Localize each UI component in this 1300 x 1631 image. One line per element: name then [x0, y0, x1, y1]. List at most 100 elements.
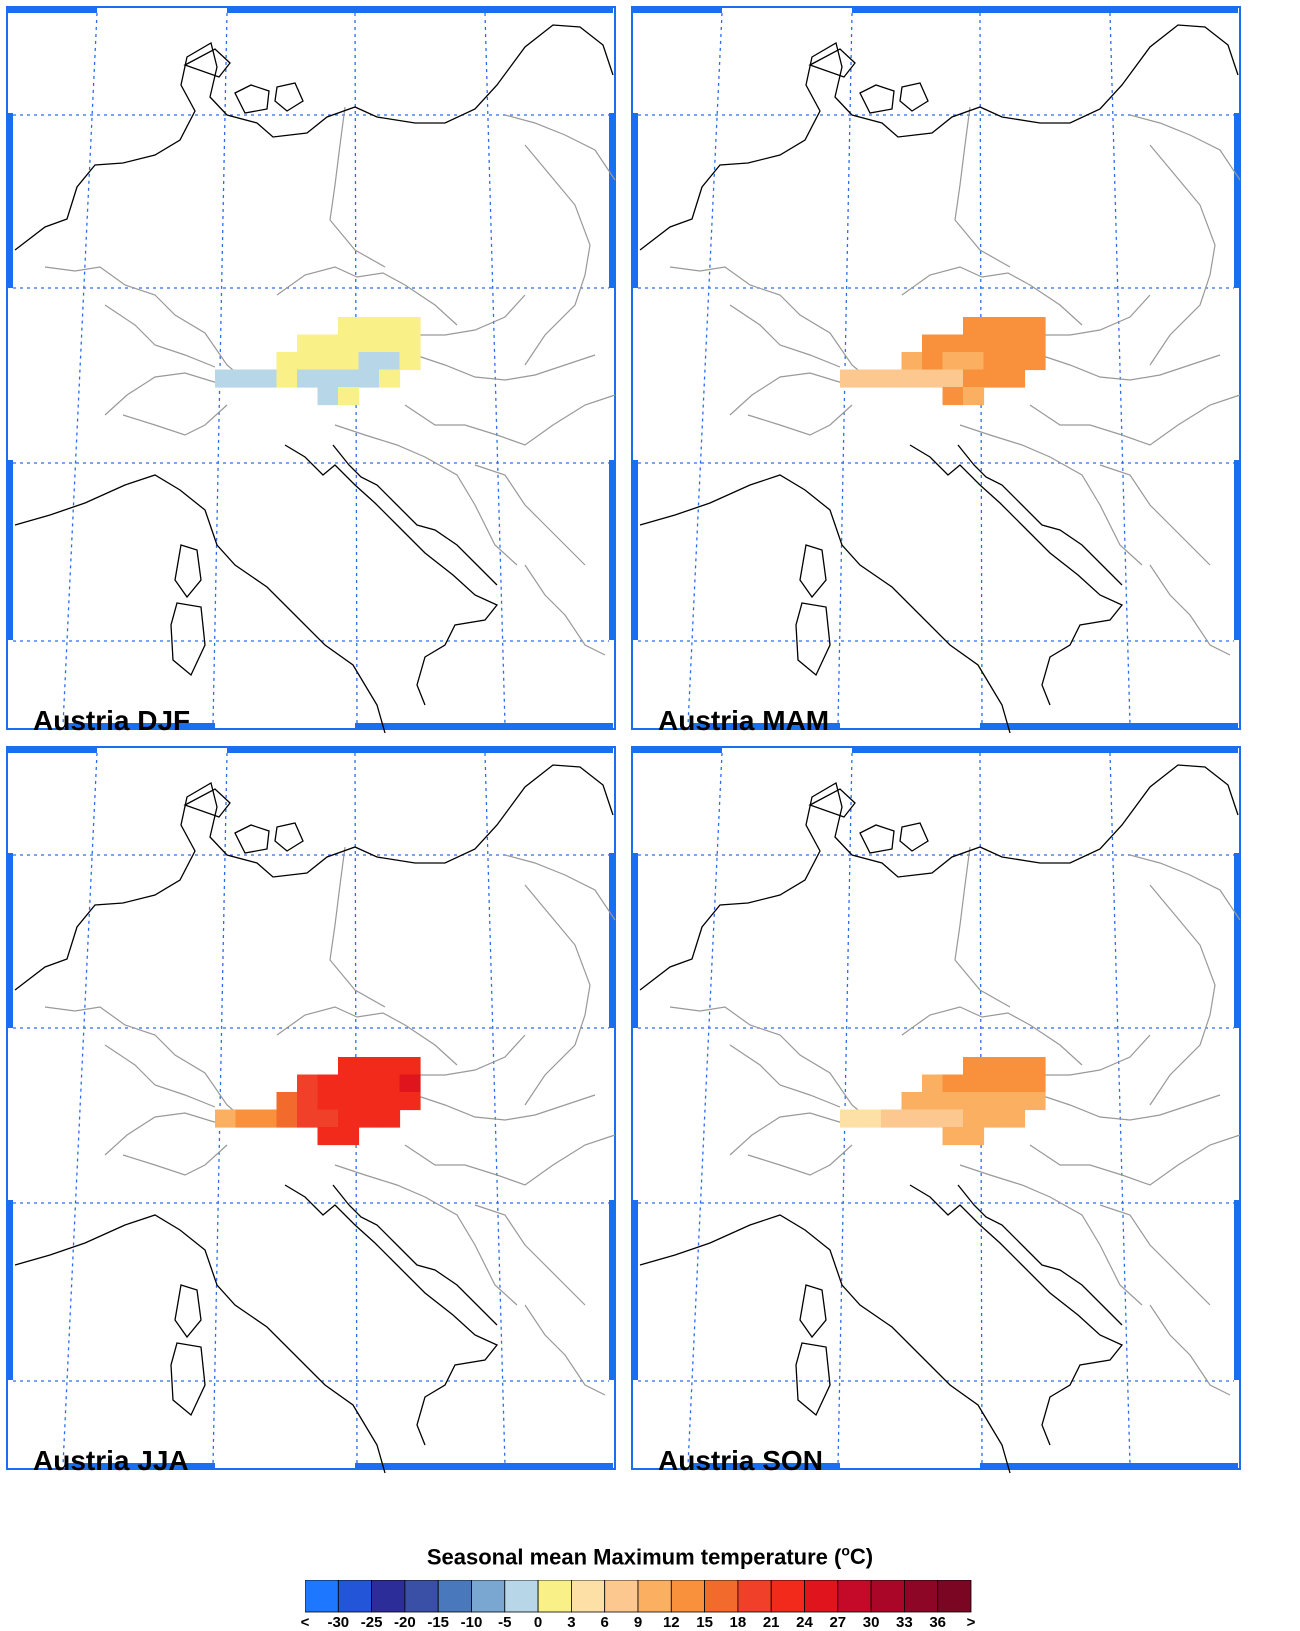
- grid-cell: [1004, 352, 1026, 371]
- grid-cell: [317, 1109, 339, 1128]
- grid-cell: [963, 317, 985, 336]
- grid-cell: [358, 352, 380, 371]
- frame-tick: [632, 7, 722, 13]
- legend-tick-label: 33: [896, 1614, 913, 1631]
- legend-swatch: [737, 1580, 772, 1613]
- grid-cell: [963, 387, 985, 406]
- legend-swatch: [837, 1580, 872, 1613]
- frame-tick: [632, 1200, 638, 1380]
- legend-tick-label: 18: [729, 1614, 747, 1631]
- legend-tick-label: 21: [762, 1614, 780, 1631]
- grid-cell: [942, 1074, 964, 1093]
- legend-tick-label: 9: [633, 1614, 643, 1631]
- grid-cell: [379, 369, 401, 388]
- grid-cell: [338, 1074, 360, 1093]
- grid-cell: [1004, 369, 1026, 388]
- country-borders: [669, 846, 1241, 1396]
- grid-cell: [276, 369, 298, 388]
- grid-cell: [881, 369, 903, 388]
- legend-swatch: [337, 1580, 372, 1613]
- grid-cell: [297, 334, 319, 353]
- grid-cell: [317, 369, 339, 388]
- frame-tick: [227, 747, 355, 753]
- grid-cell: [399, 317, 421, 336]
- frame-tick: [980, 747, 1238, 753]
- grid-cell: [963, 352, 985, 371]
- frame-tick: [609, 113, 615, 288]
- grid-cell: [922, 1074, 944, 1093]
- legend-swatch: [437, 1580, 472, 1613]
- legend-swatch: [637, 1580, 672, 1613]
- panel-title-jja: Austria JJA: [33, 1445, 189, 1476]
- grid-cell: [983, 1057, 1005, 1076]
- grid-cell: [276, 1092, 298, 1111]
- grid-cell: [256, 369, 278, 388]
- grid-cell: [358, 334, 380, 353]
- frame-tick: [355, 747, 613, 753]
- coastlines: [639, 24, 1239, 734]
- legend-swatch: [937, 1580, 972, 1613]
- grid-cell: [338, 1057, 360, 1076]
- grid-cell: [860, 369, 882, 388]
- grid-cell: [399, 334, 421, 353]
- temperature-cells: [840, 1057, 1046, 1146]
- frame-tick: [7, 460, 13, 640]
- legend-swatch: [670, 1580, 705, 1613]
- grid-cell: [1004, 1074, 1026, 1093]
- frame-tick: [609, 853, 615, 1028]
- legend-tick-label: 0: [533, 1614, 543, 1631]
- grid-cell: [338, 317, 360, 336]
- grid-cell: [1024, 1057, 1046, 1076]
- grid-cell: [1024, 352, 1046, 371]
- grid-cell: [922, 1092, 944, 1111]
- panel-title-mam: Austria MAM: [658, 705, 830, 736]
- grid-cell: [215, 1109, 237, 1128]
- legend-tick-label: <: [300, 1614, 310, 1631]
- grid-cell: [399, 352, 421, 371]
- frame-tick: [7, 113, 13, 288]
- frame-tick: [632, 853, 638, 1028]
- grid-cell: [983, 352, 1005, 371]
- grid-cell: [379, 1057, 401, 1076]
- grid-cell: [983, 369, 1005, 388]
- grid-cell: [963, 1109, 985, 1128]
- frame-tick: [7, 853, 13, 1028]
- grid-cell: [942, 334, 964, 353]
- grid-cell: [983, 1092, 1005, 1111]
- legend-tick-label: 3: [567, 1614, 576, 1631]
- grid-cell: [983, 1074, 1005, 1093]
- legend-tick-label: -5: [498, 1614, 512, 1631]
- legend-tick-label: 30: [862, 1614, 880, 1631]
- grid-cell: [338, 1092, 360, 1111]
- map-panel-son: Austria SON: [630, 745, 1270, 1505]
- frame-tick: [852, 7, 980, 13]
- grid-cell: [922, 1109, 944, 1128]
- map-son: [631, 746, 1241, 1474]
- frame-tick: [65, 723, 215, 729]
- grid-cell: [399, 1074, 421, 1093]
- frame-tick: [690, 723, 840, 729]
- grid-cell: [276, 1109, 298, 1128]
- grid-cell: [983, 1109, 1005, 1128]
- graticule: [13, 12, 609, 726]
- panel-title-djf: Austria DJF: [33, 705, 191, 736]
- grid-cell: [297, 369, 319, 388]
- grid-cell: [358, 317, 380, 336]
- legend-tick-label: 27: [829, 1614, 847, 1631]
- grid-cell: [297, 1092, 319, 1111]
- frame-tick: [1234, 1200, 1240, 1380]
- legend-swatch: [305, 1580, 339, 1613]
- grid-cell: [338, 369, 360, 388]
- grid-cell: [399, 1092, 421, 1111]
- grid-cell: [840, 1109, 862, 1128]
- frame-tick: [980, 7, 1238, 13]
- frame-tick: [355, 723, 613, 729]
- country-borders: [44, 106, 616, 656]
- map-jja: [6, 746, 616, 1474]
- legend-tick-label: -20: [394, 1614, 416, 1631]
- grid-cell: [1024, 1074, 1046, 1093]
- frame-tick: [355, 1463, 613, 1469]
- grid-cell: [942, 1109, 964, 1128]
- grid-cell: [901, 1109, 923, 1128]
- grid-cell: [963, 334, 985, 353]
